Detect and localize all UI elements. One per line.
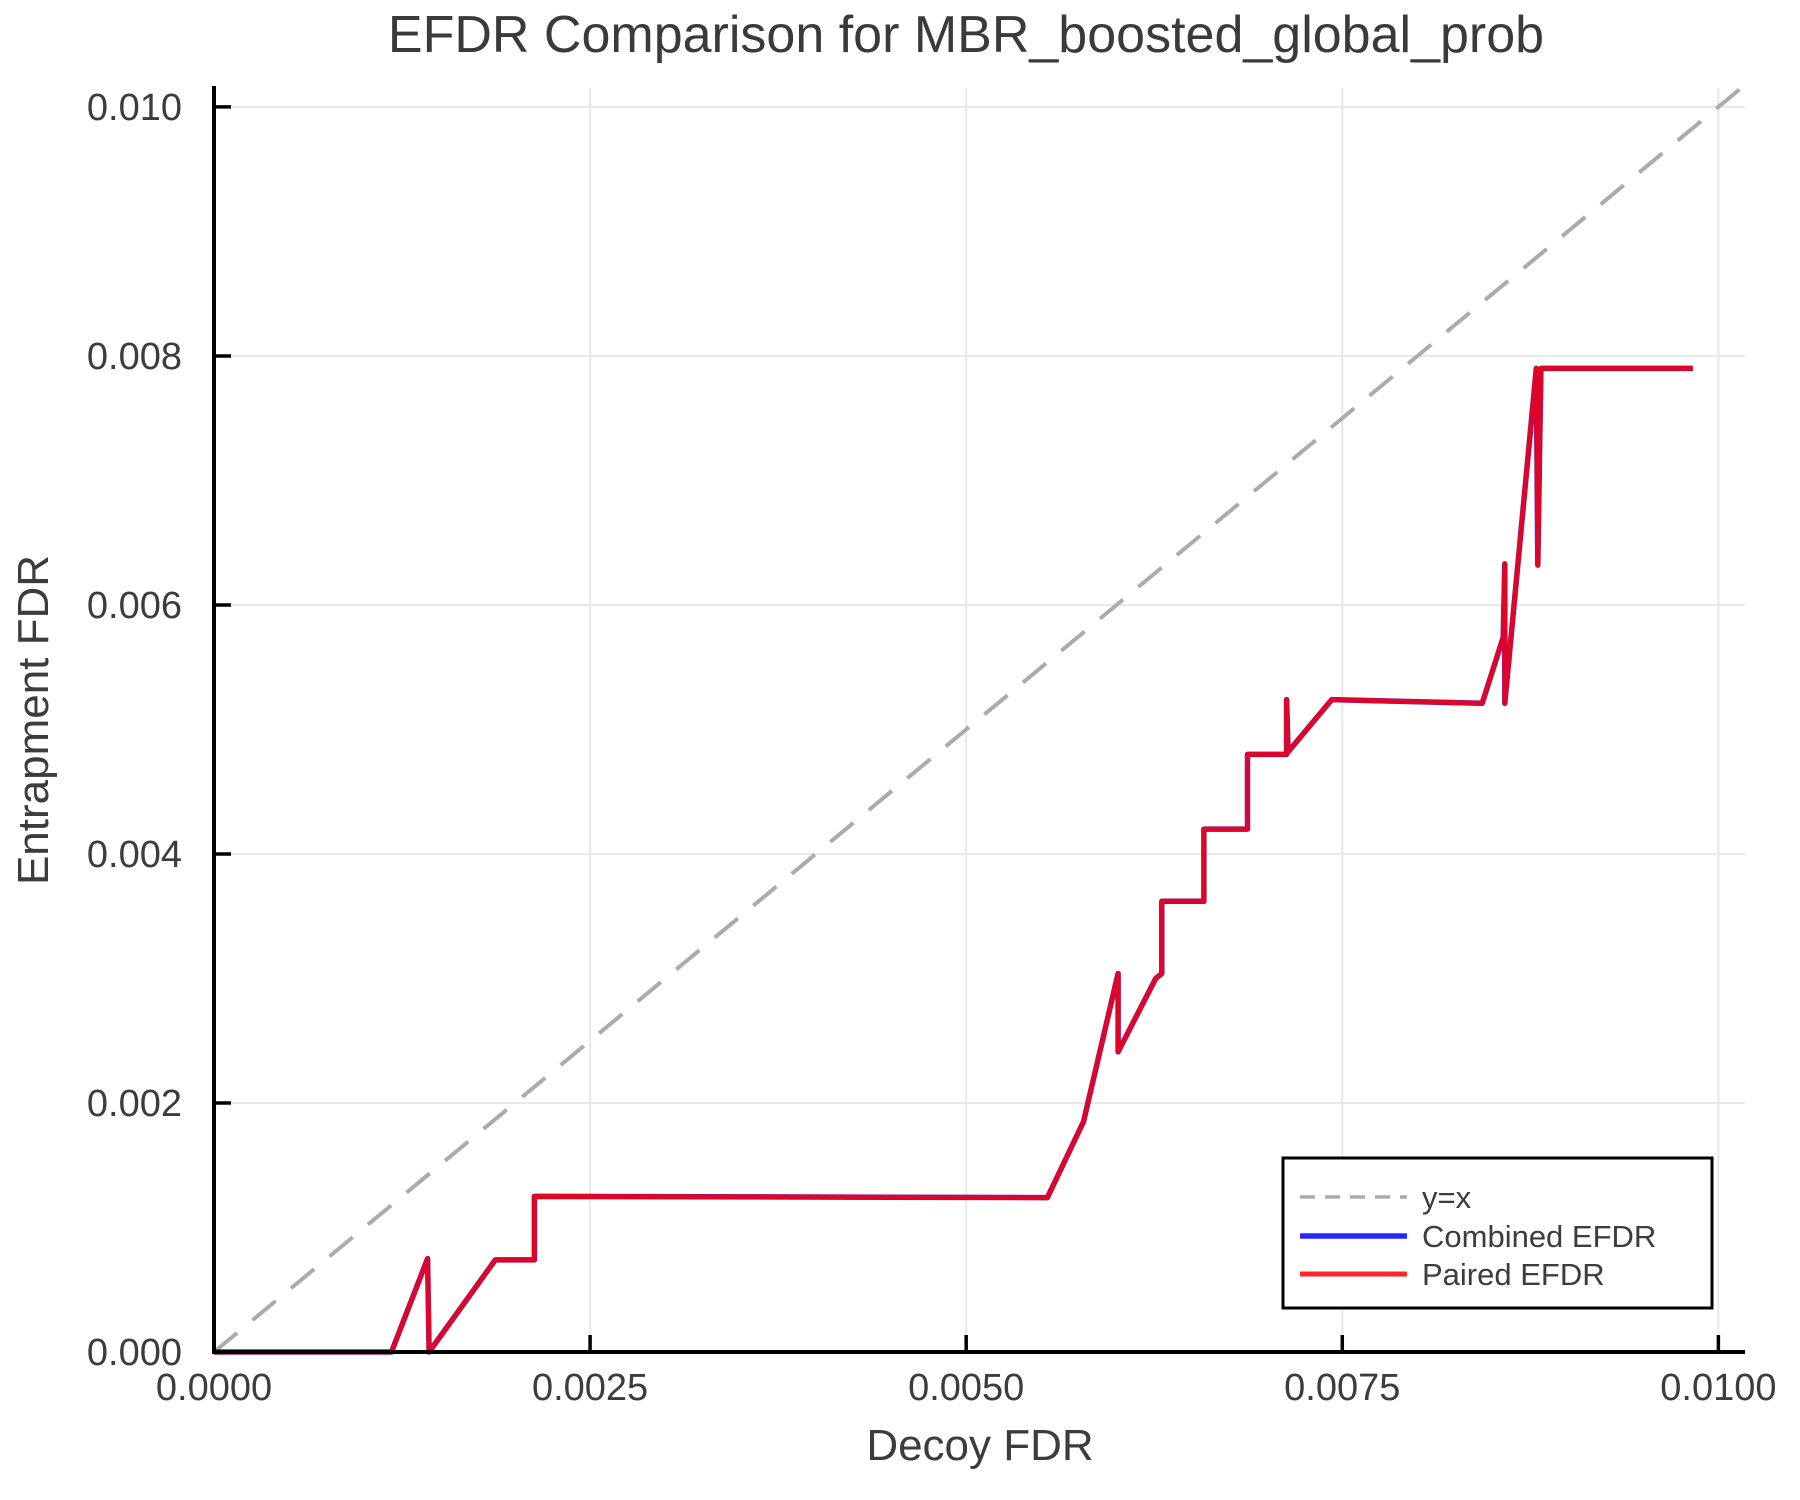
legend-label-paired-efdr: Paired EFDR (1422, 1257, 1605, 1292)
legend-label-combined-efdr: Combined EFDR (1422, 1219, 1656, 1254)
reference-line-layer (212, 86, 1743, 1354)
legend: y=x Combined EFDR Paired EFDR (1281, 1156, 1714, 1310)
y-tick-label: 0.000 (87, 1332, 182, 1374)
y-tick-label: 0.008 (87, 336, 182, 378)
chart-title: EFDR Comparison for MBR_boosted_global_p… (388, 6, 1544, 64)
paired-efdr-line (214, 365, 1693, 1355)
series-layer (214, 365, 1693, 1355)
x-tick-label: 0.0025 (532, 1367, 648, 1409)
legend-samples (1300, 1195, 1407, 1277)
legend-box (1281, 1156, 1714, 1310)
y-tick-label: 0.004 (87, 834, 182, 876)
x-tick-label: 0.0000 (156, 1367, 272, 1409)
grid-layer (214, 88, 1745, 1352)
y-tick-label: 0.002 (87, 1083, 182, 1125)
y-equals-x-line (212, 86, 1743, 1354)
y-tick-label: 0.006 (87, 585, 182, 627)
x-tick-label: 0.0100 (1660, 1367, 1776, 1409)
x-tick-label: 0.0075 (1284, 1367, 1400, 1409)
tick-labels: 0.0000 0.0025 0.0050 0.0075 0.0100 0.000 0.002… (87, 87, 1777, 1409)
y-axis-label: Entrapment FDR (9, 555, 58, 885)
axis-spines (212, 86, 1745, 1354)
y-tick-label: 0.010 (87, 87, 182, 129)
x-tick-label: 0.0050 (908, 1367, 1024, 1409)
x-axis-label: Decoy FDR (866, 1421, 1093, 1470)
axis-ticks (212, 105, 1721, 1354)
legend-label-yx: y=x (1422, 1180, 1472, 1215)
